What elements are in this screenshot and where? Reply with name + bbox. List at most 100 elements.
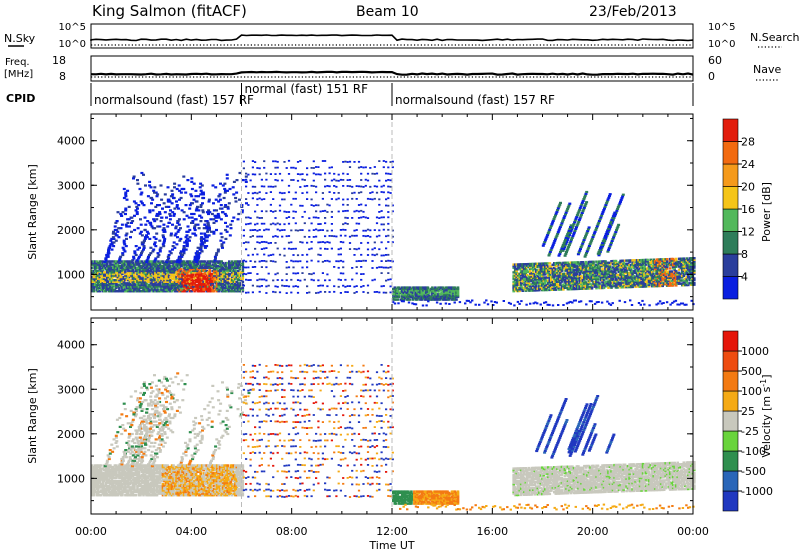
echo-pixel [173, 183, 176, 185]
echo-pixel [261, 179, 263, 181]
echo-pixel [167, 222, 170, 224]
echo-pixel [243, 161, 245, 163]
echo-pixel [631, 304, 633, 306]
echo-pixel [315, 166, 317, 168]
echo-pixel [308, 230, 310, 232]
echo-pixel [340, 179, 342, 181]
echo-pixel [283, 211, 285, 213]
echo-pixel [324, 217, 326, 219]
echo-pixel [378, 248, 380, 250]
echo-pixel [478, 304, 480, 306]
echo-pixel [326, 185, 328, 187]
echo-pixel [322, 198, 324, 200]
echo-pixel [378, 198, 380, 200]
echo-pixel [268, 285, 270, 287]
echo-pixel [615, 260, 618, 262]
echo-pixel [136, 183, 139, 185]
echo-pixel [286, 285, 288, 287]
echo-pixel [261, 241, 263, 243]
echo-pixel [378, 160, 380, 162]
echo-pixel [254, 266, 256, 268]
echo-pixel [220, 204, 223, 206]
echo-pixel [231, 220, 234, 222]
echo-pixel [381, 266, 383, 268]
echo-pixel [333, 285, 335, 287]
echo-pixel [274, 217, 276, 219]
echo-pixel [261, 217, 263, 219]
echo-pixel [320, 229, 322, 231]
echo-pixel [387, 260, 389, 262]
echo-pixel [344, 235, 346, 237]
echo-pixel [390, 278, 392, 280]
echo-pixel [315, 191, 317, 193]
echo-pixel [261, 285, 263, 287]
echo-pixel [169, 209, 172, 211]
echo-pixel [252, 285, 254, 287]
echo-pixel [279, 230, 281, 232]
echo-pixel [220, 233, 223, 235]
echo-pixel [358, 185, 360, 187]
echo-pixel [286, 235, 288, 237]
echo-pixel [340, 229, 342, 231]
date-title: 23/Feb/2013 [589, 4, 677, 20]
echo-pixel [270, 223, 272, 225]
echo-pixel [383, 292, 385, 294]
echo-pixel [263, 254, 265, 256]
echo-pixel [344, 217, 346, 219]
echo-pixel [342, 179, 344, 181]
echo-pixel [367, 242, 369, 244]
echo-pixel [362, 230, 364, 232]
echo-pixel [243, 285, 245, 287]
echo-pixel [252, 173, 254, 175]
echo-pixel [324, 173, 326, 175]
echo-pixel [171, 193, 174, 195]
echo-pixel [360, 204, 362, 206]
echo-pixel [548, 304, 550, 306]
echo-pixel [326, 204, 328, 206]
echo-pixel [250, 279, 252, 281]
echo-pixel [295, 285, 297, 287]
echo-pixel [283, 248, 285, 250]
echo-pixel [245, 202, 248, 204]
echo-pixel [256, 230, 258, 232]
echo-pixel [158, 240, 161, 242]
echo-pixel [536, 302, 538, 304]
echo-pixel [295, 192, 297, 194]
echo-pixel [288, 266, 290, 268]
echo-pixel [233, 181, 236, 183]
echo-pixel [281, 236, 283, 238]
echo-pixel [356, 260, 358, 262]
echo-pixel [378, 217, 380, 219]
echo-pixel [201, 202, 204, 204]
echo-pixel [277, 272, 279, 274]
echo-pixel [263, 223, 265, 225]
echo-pixel [199, 249, 202, 251]
echo-pixel [250, 229, 252, 231]
echo-pixel [301, 254, 303, 256]
echo-pixel [340, 235, 342, 237]
echo-pixel [123, 188, 126, 190]
echo-pixel [160, 199, 163, 201]
echo-pixel [360, 166, 362, 168]
echo-pixel [272, 211, 274, 213]
echo-pixel [331, 180, 333, 182]
echo-pixel [182, 176, 185, 178]
echo-pixel [344, 291, 346, 293]
noise-right-tick-high: 10^5 [708, 22, 735, 33]
echo-pixel [189, 193, 192, 195]
echo-pixel [281, 285, 283, 287]
echo-pixel [204, 234, 207, 236]
echo-pixel [503, 300, 505, 302]
echo-pixel [612, 302, 614, 304]
echo-pixel [329, 291, 331, 293]
echo-pixel [299, 260, 301, 262]
echo-pixel [342, 185, 344, 187]
echo-pixel [175, 243, 178, 245]
echo-pixel [259, 242, 261, 244]
echo-pixel [601, 302, 603, 304]
echo-pixel [353, 161, 355, 163]
echo-pixel [311, 199, 313, 201]
echo-pixel [342, 199, 344, 201]
echo-pixel [117, 211, 120, 213]
echo-pixel [117, 227, 120, 229]
